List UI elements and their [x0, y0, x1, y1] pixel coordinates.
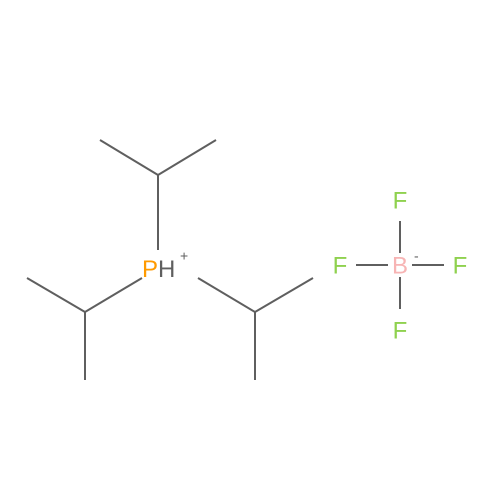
fluorine-label-2: F — [333, 252, 348, 279]
fluorine-label-0: F — [393, 187, 408, 214]
fluorine-label-1: F — [393, 317, 408, 344]
fluorine-label-3: F — [453, 252, 468, 279]
boron-label: B — [392, 252, 408, 279]
molecule-diagram: PH + B- F F F F — [0, 0, 500, 500]
anion-charge: - — [414, 248, 419, 264]
phosphorus-label: PH — [142, 256, 175, 283]
cation-charge: + — [180, 248, 188, 264]
